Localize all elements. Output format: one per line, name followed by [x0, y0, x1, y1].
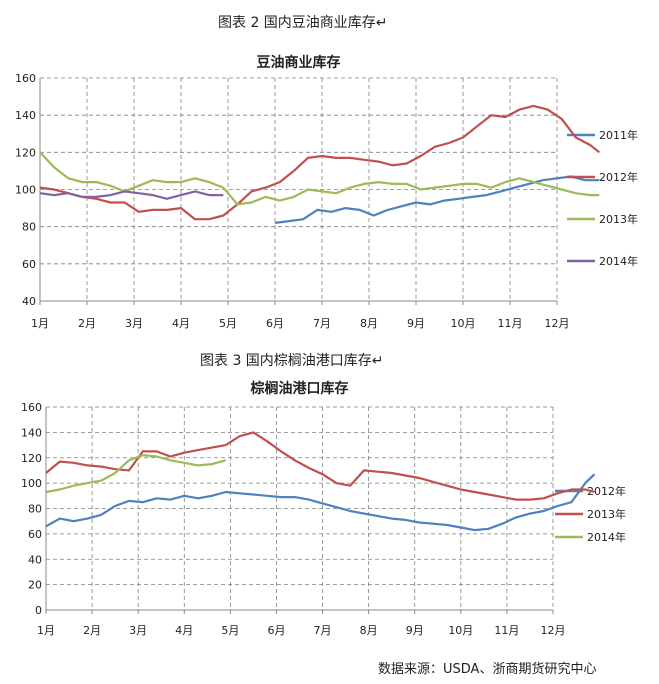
- x-tick-label: 11月: [494, 624, 519, 637]
- x-tick-label: 8月: [360, 624, 378, 637]
- y-tick-label: 100: [21, 477, 42, 490]
- series-line-2011年: [274, 175, 600, 224]
- x-tick-label: 12月: [541, 624, 566, 637]
- palm-oil-chart: 棕榈油港口库存 0 20 40 60 80 100 120 140 160 1月 2月 3月 4月 5月 6月…: [21, 380, 626, 637]
- x-tick-label: 1月: [37, 624, 55, 637]
- source-note: 数据来源：USDA、浙商期货研究中心: [378, 662, 597, 677]
- y-tick-label: 20: [28, 579, 42, 592]
- x-tick-label: 3月: [125, 317, 143, 330]
- x-tick-label: 10月: [451, 317, 476, 330]
- x-tick-label: 9月: [406, 624, 424, 637]
- x-tick-label: 4月: [175, 624, 193, 637]
- legend-label: 2013年: [599, 212, 638, 226]
- y-tick-label: 40: [28, 553, 42, 566]
- y-tick-label: 40: [22, 295, 36, 308]
- legend-label: 2011年: [599, 128, 638, 142]
- y-tick-label: 80: [22, 221, 36, 234]
- x-tick-label: 4月: [172, 317, 190, 330]
- figure2-caption: 图表 2 国内豆油商业库存↵: [218, 15, 388, 31]
- x-tick-label: 6月: [266, 317, 284, 330]
- x-tick-label: 5月: [221, 624, 239, 637]
- legend-label: 2013年: [587, 507, 626, 521]
- series-line-2014年: [39, 190, 224, 200]
- chart-title: 棕榈油港口库存: [250, 380, 349, 397]
- legend-label: 2012年: [599, 170, 638, 184]
- y-tick-label: 160: [15, 72, 36, 85]
- soybean-oil-chart: 豆油商业库存 40 60 80 100 120 140 160 1月 2月 3月 4月 5月 6月 7月 8月…: [15, 54, 638, 330]
- y-tick-label: 100: [15, 184, 36, 197]
- x-tick-label: 7月: [314, 624, 332, 637]
- y-tick-label: 160: [21, 401, 42, 414]
- x-tick-label: 9月: [407, 317, 425, 330]
- x-tick-label: 12月: [545, 317, 570, 330]
- series-line-2012年: [45, 473, 596, 532]
- y-tick-label: 120: [21, 452, 42, 465]
- x-tick-label: 11月: [498, 317, 523, 330]
- x-tick-label: 5月: [219, 317, 237, 330]
- x-tick-label: 2月: [83, 624, 101, 637]
- y-tick-label: 140: [21, 426, 42, 439]
- x-tick-label: 2月: [78, 317, 96, 330]
- series-line-2013年: [39, 151, 600, 206]
- x-tick-label: 1月: [31, 317, 49, 330]
- chart-title: 豆油商业库存: [257, 54, 341, 71]
- legend-label: 2014年: [587, 530, 626, 544]
- series-line-2013年: [45, 431, 595, 501]
- y-tick-label: 80: [28, 503, 42, 516]
- y-tick-label: 120: [15, 146, 36, 159]
- legend-label: 2012年: [587, 484, 626, 498]
- figure3-caption: 图表 3 国内棕榈油港口库存↵: [200, 353, 384, 369]
- legend-label: 2014年: [599, 254, 638, 268]
- y-tick-label: 60: [22, 258, 36, 271]
- x-tick-label: 8月: [360, 317, 378, 330]
- x-tick-label: 7月: [313, 317, 331, 330]
- x-tick-label: 3月: [129, 624, 147, 637]
- x-tick-label: 10月: [448, 624, 473, 637]
- series-line-2012年: [39, 104, 600, 221]
- y-tick-label: 140: [15, 109, 36, 122]
- series-line-2014年: [45, 454, 227, 494]
- x-tick-label: 6月: [267, 624, 285, 637]
- y-tick-label: 60: [28, 528, 42, 541]
- y-tick-label: 0: [35, 604, 42, 617]
